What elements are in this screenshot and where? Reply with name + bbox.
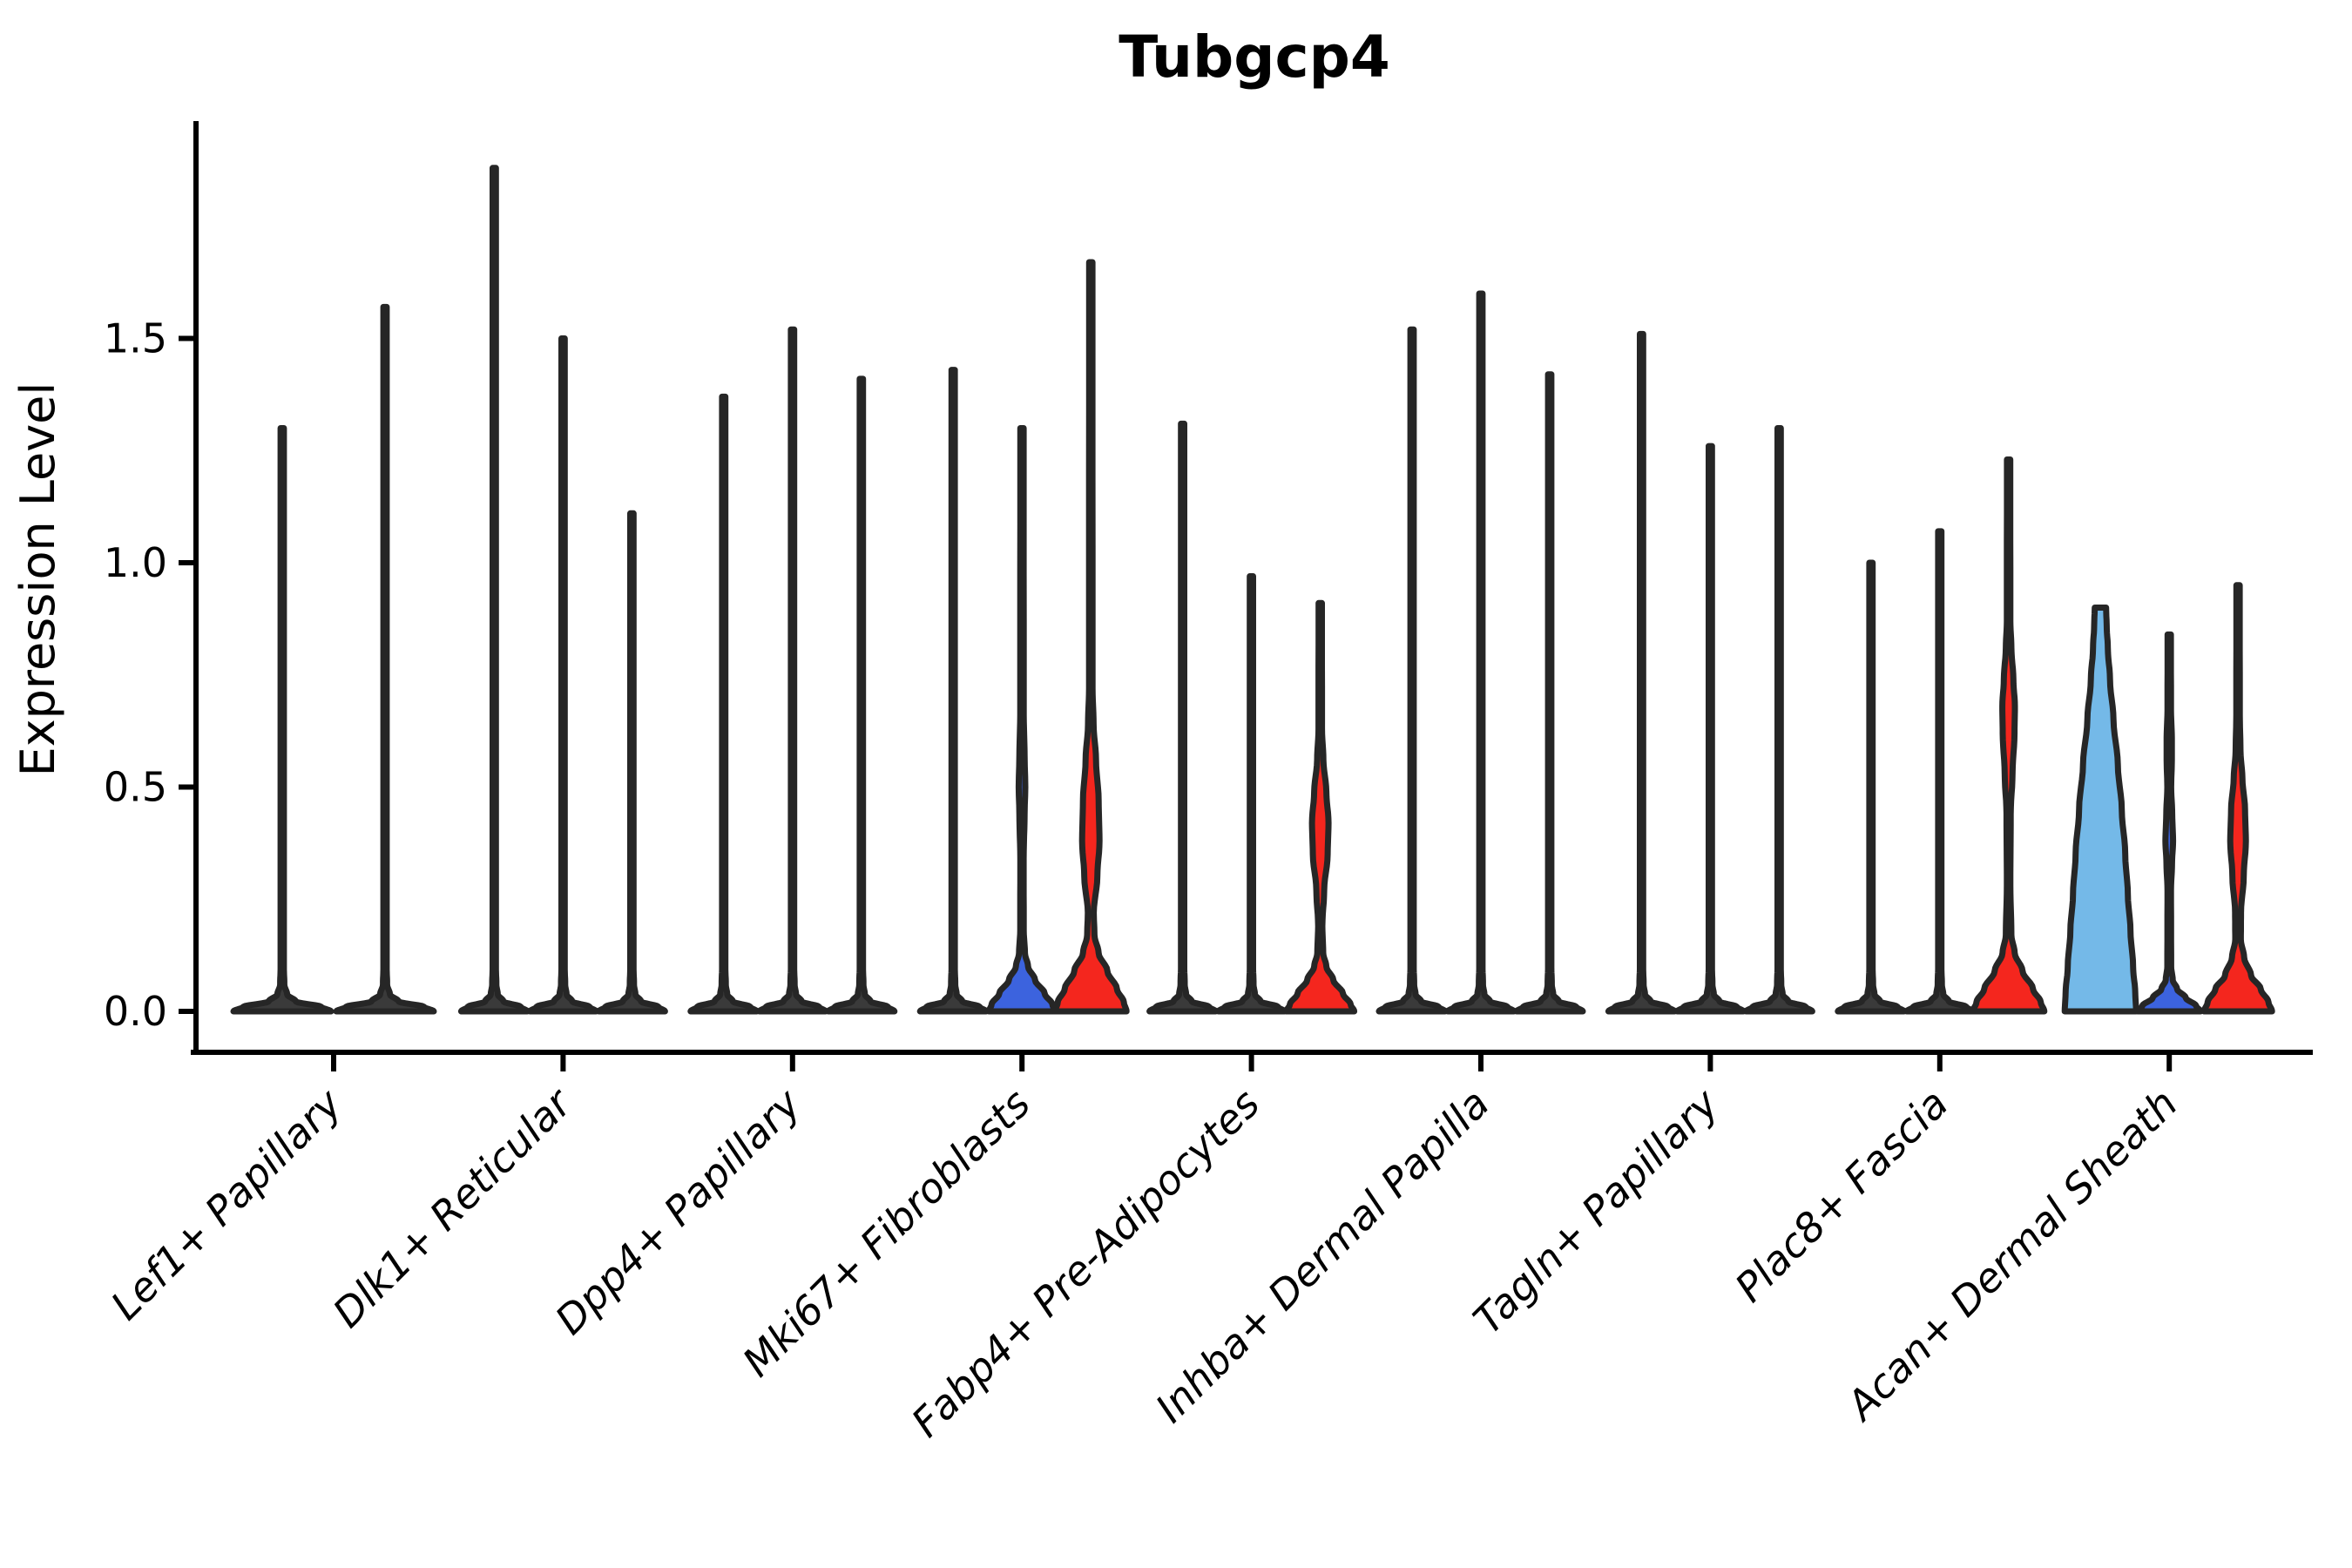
- violin-9-3: [2200, 582, 2275, 1015]
- y-tick-label: 1.5: [104, 315, 167, 362]
- x-tick-label: Lef1+ Papillary: [102, 1079, 351, 1328]
- y-tick-label: 1.0: [104, 539, 167, 586]
- x-tick-label: Dpp4+ Papillary: [546, 1079, 810, 1343]
- plot-title: Tubgcp4: [1119, 24, 1390, 91]
- violin-3-3: [825, 375, 898, 1015]
- violin-7-3: [1742, 425, 1815, 1015]
- violin-3-2: [756, 326, 829, 1015]
- violin-5-2: [1215, 573, 1288, 1015]
- violin-9-1: [2061, 605, 2139, 1015]
- violin-5-1: [1146, 420, 1220, 1015]
- x-tick-label: Tagln+ Papillary: [1464, 1079, 1728, 1343]
- violins-layer: [230, 165, 2275, 1015]
- y-tick-label: 0.0: [104, 988, 167, 1035]
- y-tick-label: 0.5: [104, 764, 167, 811]
- violin-1-2: [333, 303, 437, 1015]
- y-axis-ticks: 0.0 0.5 1.0 1.5: [104, 315, 196, 1035]
- y-axis-label: Expression Level: [10, 382, 65, 777]
- x-tick-label: Plac8+ Fascia: [1726, 1080, 1957, 1311]
- violin-8-1: [1835, 559, 1908, 1015]
- violin-6-3: [1513, 371, 1586, 1015]
- violin-5-3: [1283, 599, 1358, 1015]
- violin-9-2: [2134, 631, 2204, 1015]
- violin-1-1: [230, 425, 335, 1015]
- violin-2-1: [457, 165, 531, 1015]
- violin-2-2: [526, 335, 599, 1015]
- violin-7-1: [1605, 330, 1678, 1015]
- violin-6-2: [1444, 290, 1517, 1015]
- violin-7-2: [1673, 443, 1747, 1015]
- violin-3-1: [687, 393, 760, 1015]
- violin-4-3: [1051, 259, 1130, 1015]
- violin-2-3: [595, 510, 668, 1015]
- violin-6-1: [1375, 326, 1449, 1015]
- violin-4-2: [985, 425, 1058, 1015]
- x-tick-label: Dlk1+ Reticular: [324, 1078, 583, 1336]
- violin-4-1: [916, 367, 990, 1015]
- violin-8-2: [1903, 528, 1977, 1015]
- violin-8-3: [1970, 456, 2048, 1015]
